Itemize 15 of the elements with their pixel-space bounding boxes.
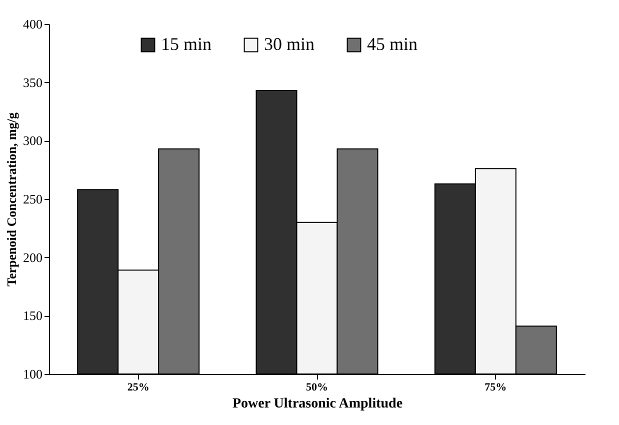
legend-label: 30 min (264, 34, 315, 54)
legend-label: 15 min (161, 34, 212, 54)
y-tick-label: 250 (23, 192, 42, 206)
y-tick-label: 300 (23, 133, 42, 148)
y-axis-title: Terpenoid Concentration, mg/g (4, 112, 19, 286)
x-tick-label: 25% (127, 382, 150, 394)
x-tick-label: 75% (484, 382, 507, 394)
x-tick-label: 50% (306, 382, 328, 394)
y-tick-label: 150 (23, 308, 42, 324)
legend-label: 45 min (367, 34, 418, 54)
y-tick-label: 350 (23, 74, 42, 90)
y-tick-label: 400 (23, 16, 42, 32)
x-axis-title: Power Ultrasonic Amplitude (232, 396, 403, 412)
y-tick-label: 200 (23, 250, 42, 265)
y-tick-label: 100 (23, 366, 42, 382)
